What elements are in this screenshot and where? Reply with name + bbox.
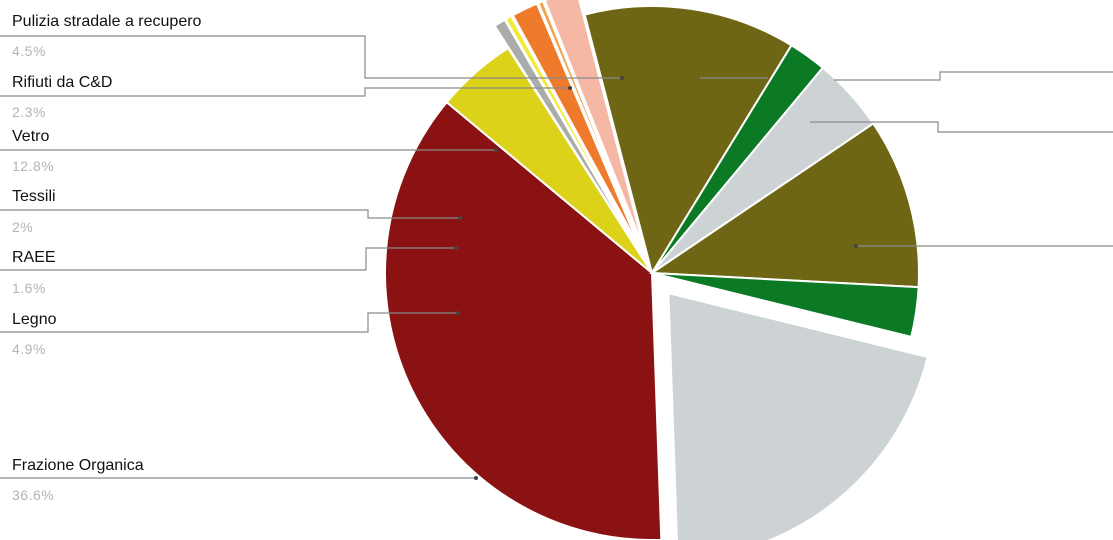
pie-slice-frazione-organica [384,100,663,540]
leader-dot-tessili [458,216,462,220]
pie-slice-unlabeled-10 [648,122,920,289]
leader-dot-right-3 [854,244,858,248]
leader-line-pulizia [0,35,622,79]
pie-slice-raee [511,2,642,251]
value-legno: 4.9% [12,341,46,357]
leader-lines [0,35,1113,480]
value-vetro: 12.8% [12,158,54,174]
pie-slice-tessili [543,0,645,249]
leader-line-raee [0,247,456,271]
label-vetro: Vetro [12,128,49,145]
leader-line-right-1 [834,71,1113,81]
pie-slices [384,0,929,540]
leader-dot-legno [456,311,460,315]
leader-line-legno [0,312,458,333]
pie-slice-unlabeled-12 [667,291,929,540]
label-legno: Legno [12,311,57,328]
pie-slice-unlabeled-11 [651,272,920,339]
leader-dot-organica [474,476,478,480]
leader-line-rifiuti [0,87,570,97]
value-organica: 36.6% [12,487,54,503]
label-tessili: Tessili [12,188,56,205]
value-tessili: 2% [12,219,33,235]
label-raee: RAEE [12,249,56,266]
leader-line-right-2 [810,121,1113,133]
leader-dot-vetro [494,148,498,152]
label-rifiuti: Rifiuti da C&D [12,74,112,91]
value-pulizia: 4.5% [12,43,46,59]
pie-slice-vetro [583,5,793,276]
leader-dot-pulizia [620,76,624,80]
leader-dot-raee [454,246,458,250]
label-organica: Frazione Organica [12,457,144,474]
slice-labels: Pulizia stradale a recupero 4.5% Rifiuti… [12,13,202,503]
pie-slice-unlabeled-5 [536,0,644,250]
pie-slice-unlabeled-3 [504,14,641,251]
value-raee: 1.6% [12,280,46,296]
value-rifiuti: 2.3% [12,104,46,120]
label-pulizia: Pulizia stradale a recupero [12,13,202,30]
leader-line-tessili [0,209,460,219]
leader-dot-rifiuti [568,86,572,90]
